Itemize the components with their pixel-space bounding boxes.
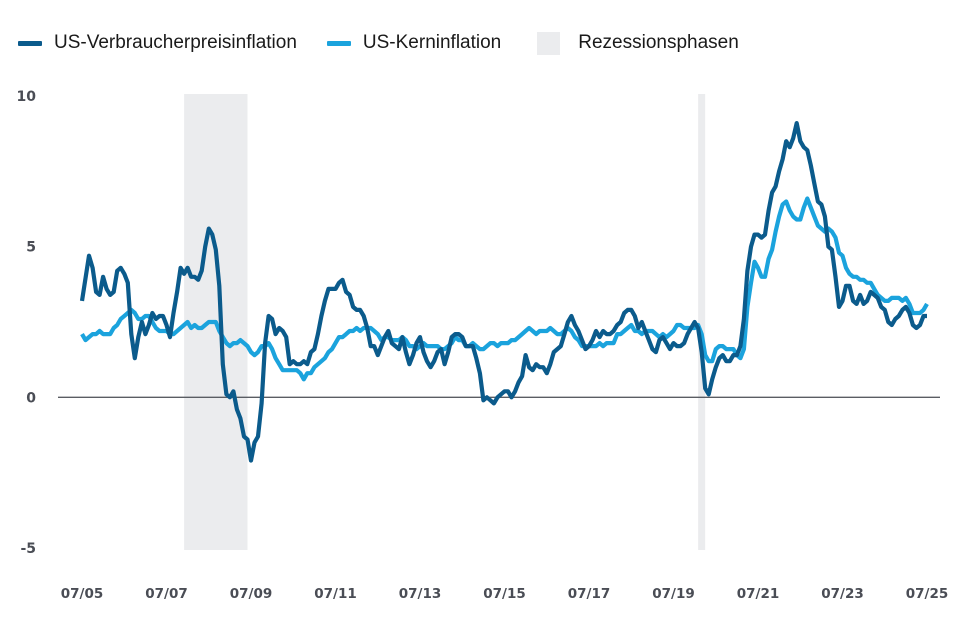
x-tick-label: 07/05 [61,586,104,602]
x-tick-label: 07/13 [399,586,442,602]
x-tick-label: 07/11 [314,586,357,602]
legend-label-cpi: US-Verbraucherpreisinflation [54,32,297,53]
series-line-cpi [79,121,927,463]
legend-item-core: US-Kerninflation [326,32,502,54]
x-tick-label: 07/19 [652,586,695,602]
legend-label-core: US-Kerninflation [362,32,502,53]
x-tick-label: 07/07 [145,586,188,602]
legend-swatch-cpi [18,40,42,46]
x-tick-label: 07/17 [568,586,611,602]
y-tick-label: 0 [26,390,36,406]
series-lines [79,121,929,463]
y-tick-label: -5 [20,541,36,557]
y-tick-label: 10 [17,89,37,105]
recession-band [698,94,706,550]
x-tick-label: 07/15 [483,586,526,602]
x-axis: 07/05 07/07 07/09 07/11 07/13 07/15 07/17 07/19… [61,586,949,602]
y-axis: 10 5 0 -5 [17,89,37,557]
x-tick-label: 07/25 [906,586,949,602]
legend-item-recession: Rezessionsphasen [531,31,739,55]
y-tick-label: 5 [26,240,36,256]
chart-legend: US-Verbraucherpreisinflation US-Kerninfl… [18,28,769,58]
x-tick-label: 07/23 [821,586,864,602]
x-tick-label: 07/09 [230,586,273,602]
legend-label-recession: Rezessionsphasen [578,32,739,53]
x-tick-label: 07/21 [737,586,780,602]
legend-swatch-core [326,40,351,46]
legend-swatch-recession [537,31,561,55]
legend-item-cpi: US-Verbraucherpreisinflation [18,32,297,54]
recession-bands [184,94,706,550]
